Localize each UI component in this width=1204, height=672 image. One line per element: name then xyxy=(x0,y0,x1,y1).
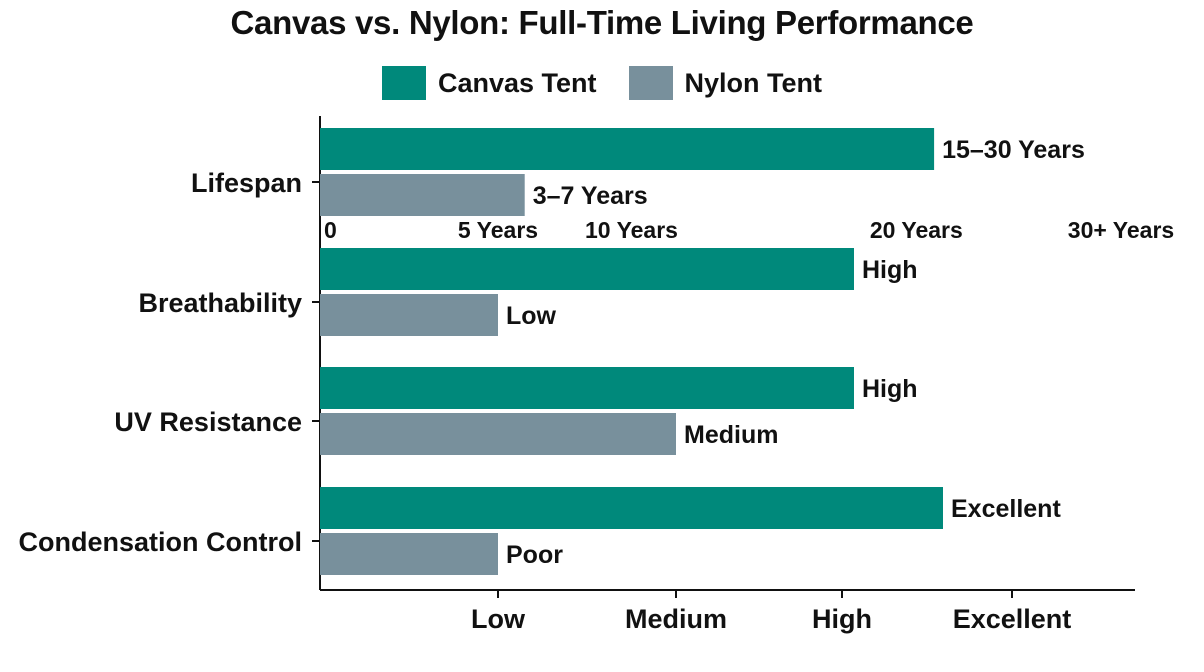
legend-label-nylon: Nylon Tent xyxy=(684,67,823,98)
chart-title: Canvas vs. Nylon: Full-Time Living Perfo… xyxy=(230,4,974,41)
bar-canvas-lifespan xyxy=(320,128,935,170)
legend: Canvas Tent Nylon Tent xyxy=(0,66,1204,100)
category-label-condensation-control: Condensation Control xyxy=(19,527,302,557)
data-label-nylon: Medium xyxy=(684,421,778,449)
bar-nylon-condensation-control xyxy=(320,533,498,575)
category-label-lifespan: Lifespan xyxy=(191,168,302,198)
bar-canvas-condensation-control xyxy=(320,487,943,529)
bar-nylon-lifespan xyxy=(320,174,525,216)
data-label-canvas: 15–30 Years xyxy=(942,136,1085,164)
bar-nylon-uv-resistance xyxy=(320,413,676,455)
data-label-canvas: Excellent xyxy=(951,495,1061,523)
category-label-breathability: Breathability xyxy=(138,288,302,318)
data-label-canvas: High xyxy=(862,375,918,403)
x-tick-label: Medium xyxy=(625,604,727,634)
data-label-nylon: 3–7 Years xyxy=(533,182,648,210)
legend-label-canvas: Canvas Tent xyxy=(437,67,597,98)
data-label-nylon: Poor xyxy=(506,541,563,569)
bar-canvas-uv-resistance xyxy=(320,367,854,409)
data-label-nylon: Low xyxy=(506,302,557,330)
category-label-uv-resistance: UV Resistance xyxy=(114,407,302,437)
x-tick-label: Excellent xyxy=(953,604,1072,634)
x-tick-label: Low xyxy=(471,604,526,634)
legend-swatch-nylon xyxy=(628,66,673,100)
legend-item-canvas: Canvas Tent xyxy=(381,66,597,100)
lifespan-scale-label: 10 Years xyxy=(585,217,678,243)
lifespan-scale-label: 30+ Years xyxy=(1068,217,1174,243)
lifespan-scale-label: 20 Years xyxy=(870,217,963,243)
bar-nylon-breathability xyxy=(320,294,498,336)
x-tick-label: High xyxy=(812,604,872,634)
bar-canvas-breathability xyxy=(320,248,854,290)
data-label-canvas: High xyxy=(862,256,918,284)
lifespan-scale-label: 0 xyxy=(324,217,337,243)
legend-swatch-canvas xyxy=(381,66,426,100)
lifespan-scale-label: 5 Years xyxy=(458,217,538,243)
legend-item-nylon: Nylon Tent xyxy=(628,66,823,100)
